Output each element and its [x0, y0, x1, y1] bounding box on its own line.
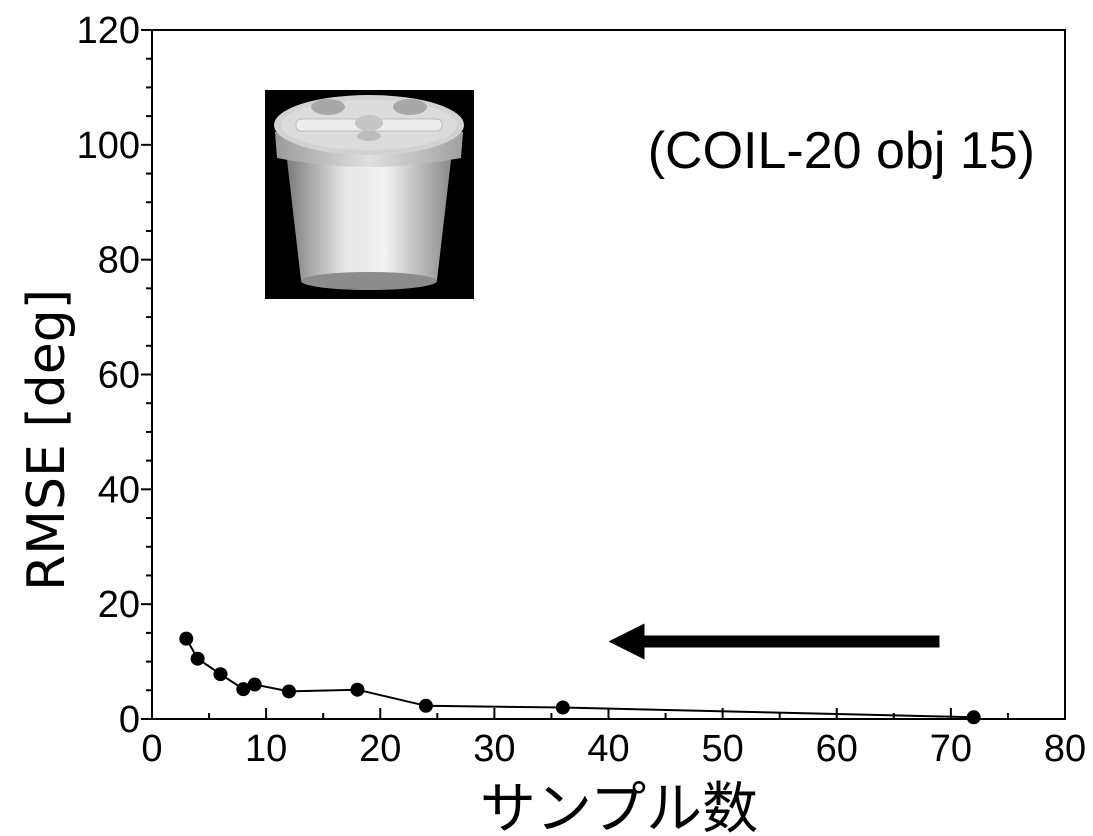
- arrow-head: [608, 623, 645, 660]
- y-axis-title: RMSE [deg]: [17, 289, 77, 591]
- y-tick-label: 80: [98, 240, 140, 282]
- data-point: [350, 682, 365, 697]
- data-point: [247, 677, 262, 692]
- x-tick-label: 80: [1044, 728, 1086, 770]
- data-point: [190, 651, 205, 666]
- data-point: [179, 631, 194, 646]
- y-tick-label: 60: [98, 355, 140, 397]
- x-tick-label: 10: [245, 728, 287, 770]
- series-line: [185, 638, 974, 719]
- x-tick-label: 40: [587, 728, 629, 770]
- series-group: [179, 631, 981, 725]
- x-tick-label: 0: [141, 728, 162, 770]
- annotation-label: (COIL-20 obj 15): [648, 122, 1035, 180]
- x-tick-label: 20: [359, 728, 401, 770]
- white-cup-with-lid-photo: [274, 95, 464, 290]
- x-tick-label: 70: [930, 728, 972, 770]
- x-tick-label: 50: [701, 728, 743, 770]
- data-point: [213, 667, 228, 682]
- axis-tick-labels: 0 10 20 30 40 50 60 70 80 0 20 40 60 80 100 120: [77, 10, 1087, 770]
- data-point: [418, 698, 433, 713]
- data-point: [555, 700, 570, 715]
- y-tick-label: 100: [77, 125, 140, 167]
- data-point: [281, 684, 296, 699]
- y-tick-label: 0: [119, 699, 140, 741]
- x-tick-label: 60: [816, 728, 858, 770]
- y-tick-label: 20: [98, 584, 140, 626]
- x-tick-label: 30: [473, 728, 515, 770]
- inset-image: [265, 90, 474, 299]
- data-point: [236, 682, 251, 697]
- y-tick-label: 40: [98, 469, 140, 511]
- data-point: [966, 710, 981, 725]
- x-axis-title: サンプル数: [480, 777, 758, 836]
- y-tick-label: 120: [77, 10, 140, 52]
- arrow-left: [608, 623, 940, 660]
